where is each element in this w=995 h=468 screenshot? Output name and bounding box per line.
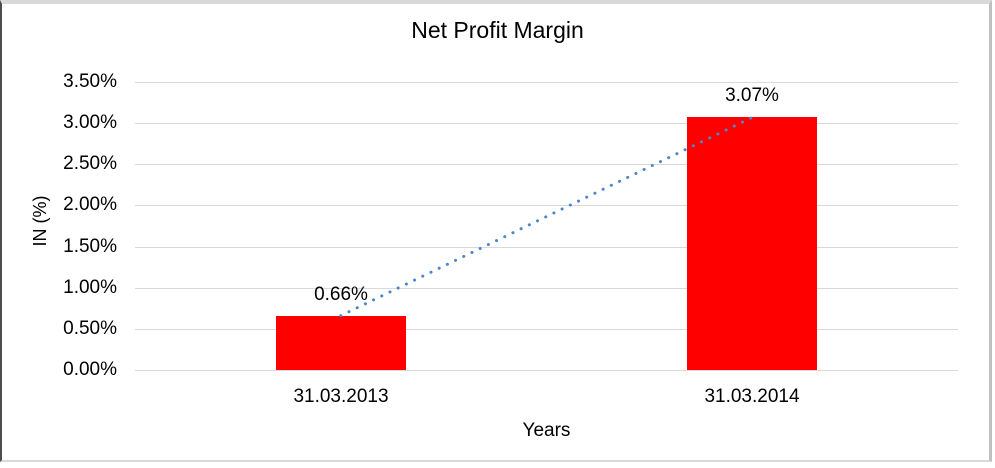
gridline: [135, 82, 958, 83]
gridline: [135, 329, 958, 330]
y-tick-label: 0.00%: [63, 359, 117, 380]
x-axis-title: Years: [522, 420, 571, 441]
x-tick-label: 31.03.2013: [293, 386, 389, 407]
gridline: [135, 370, 958, 371]
bar: [687, 117, 817, 370]
y-tick-label: 0.50%: [63, 318, 117, 339]
data-label: 3.07%: [725, 85, 779, 106]
data-label: 0.66%: [314, 284, 368, 305]
chart-title: Net Profit Margin: [411, 17, 584, 43]
gridline: [135, 123, 958, 124]
y-tick-label: 3.50%: [63, 71, 117, 92]
x-tick-label: 31.03.2014: [704, 386, 800, 407]
y-tick-label: 1.00%: [63, 277, 117, 298]
y-tick-label: 3.00%: [63, 112, 117, 133]
y-tick-label: 1.50%: [63, 236, 117, 257]
y-tick-label: 2.50%: [63, 153, 117, 174]
gridline: [135, 247, 958, 248]
gridline: [135, 288, 958, 289]
bar: [276, 316, 406, 370]
gridline: [135, 164, 958, 165]
y-tick-label: 2.00%: [63, 194, 117, 215]
gridline: [135, 205, 958, 206]
